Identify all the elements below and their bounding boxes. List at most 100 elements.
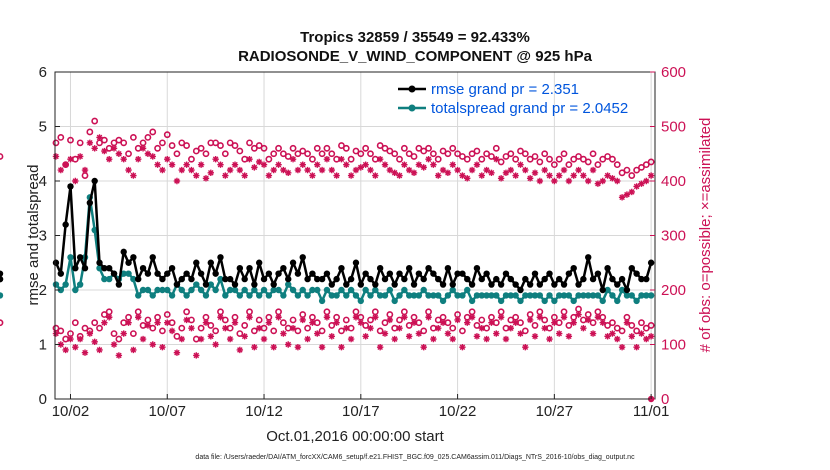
obs-possible-point [381,144,389,152]
obs-possible-point [115,335,123,343]
obs-assimilated-point [507,324,515,332]
series-point-rmse [372,281,379,288]
series-point-rmse [439,281,447,288]
obs-assimilated-point [76,335,84,343]
obs-possible-point [250,144,258,152]
obs-possible-point [289,316,297,324]
obs-assimilated-point [270,344,277,351]
series-point-rmse [139,265,147,272]
obs-possible-point [129,330,137,337]
obs-possible-point [497,308,505,316]
series-point-rmse [309,270,316,277]
series-point-totalspread [207,281,215,288]
obs-assimilated-point [367,166,374,174]
obs-assimilated-point [386,166,394,174]
series-point-totalspread [328,292,335,299]
series-point-totalspread [57,286,65,294]
grid [55,71,655,400]
obs-assimilated-point [614,177,621,185]
series-point-rmse [401,275,408,283]
series-point-rmse [246,265,253,272]
series-point-totalspread [338,286,345,294]
series-point-totalspread [555,292,563,299]
obs-assimilated-point [285,169,292,177]
obs-assimilated-point [231,161,239,168]
series-point-totalspread [159,286,166,294]
obs-possible-point [560,150,568,158]
obs-possible-point [149,324,157,332]
series-point-totalspread [289,286,297,294]
series-point-totalspread [493,292,500,299]
obs-assimilated-point [347,335,355,343]
y-axis-label-right: # of obs: o=possible; ×=assimilated [697,118,714,353]
series-point-rmse [483,270,490,277]
obs-possible-point [405,322,413,329]
obs-possible-point [618,169,626,177]
obs-possible-point [367,316,374,324]
obs-assimilated-point [323,156,331,163]
series-point-rmse [381,275,389,283]
obs-possible-point [91,319,99,327]
obs-assimilated-point [164,156,171,163]
series-point-rmse [333,275,340,283]
obs-assimilated-point [570,172,577,179]
series-point-totalspread [357,297,365,305]
x-tick-label: 10/27 [536,403,574,420]
series-point-rmse [420,275,427,283]
obs-assimilated-point [589,166,597,174]
obs-possible-point [613,324,621,332]
series-point-rmse [62,221,69,228]
obs-possible-point [105,308,113,316]
series-point-rmse [410,281,418,288]
obs-assimilated-point [618,344,626,351]
obs-possible-point [318,327,326,335]
obs-assimilated-point [323,314,331,321]
obs-possible-point [255,316,263,324]
obs-possible-point [589,319,597,327]
obs-assimilated-point [309,319,316,326]
obs-assimilated-point [139,145,147,152]
series-point-rmse [115,281,123,288]
obs-assimilated-point [241,172,248,179]
series-point-rmse [323,270,331,277]
obs-possible-point [163,131,171,139]
obs-possible-point [299,147,307,155]
obs-assimilated-point [357,164,365,171]
obs-assimilated-point [401,314,408,321]
obs-possible-point [638,319,645,327]
obs-possible-point [517,147,524,155]
obs-possible-point [531,153,539,160]
obs-assimilated-point [507,166,515,174]
obs-assimilated-point [555,330,563,337]
footer-data-file: data file: /Users/raeder/DAI/ATM_forcXX/… [195,454,635,461]
obs-possible-point [309,313,316,321]
obs-assimilated-point [130,172,137,179]
obs-assimilated-point [193,352,200,359]
obs-assimilated-point [289,156,297,163]
obs-assimilated-point [565,177,573,185]
series-point-rmse [67,183,74,190]
series-point-rmse [531,270,539,277]
series-point-totalspread [212,286,219,294]
series-point-rmse [633,270,640,277]
obs-assimilated-point [62,346,69,354]
series-point-totalspread [105,275,113,283]
obs-assimilated-point [280,166,287,174]
obs-assimilated-point [633,183,640,190]
obs-assimilated-point [154,161,161,168]
series-point-rmse [294,270,302,277]
obs-assimilated-point [628,333,635,340]
obs-assimilated-point [188,324,195,332]
obs-assimilated-point [236,346,244,354]
series-point-totalspread [72,286,79,294]
obs-possible-point [642,161,650,169]
series-point-rmse [580,275,587,283]
obs-possible-point [604,322,611,329]
obs-assimilated-point [435,324,442,332]
series-point-rmse [202,281,210,288]
series-point-totalspread [168,292,176,299]
series-point-totalspread [270,286,277,294]
obs-assimilated-point [396,324,403,332]
obs-assimilated-point [643,335,650,343]
obs-assimilated-point [304,166,311,174]
